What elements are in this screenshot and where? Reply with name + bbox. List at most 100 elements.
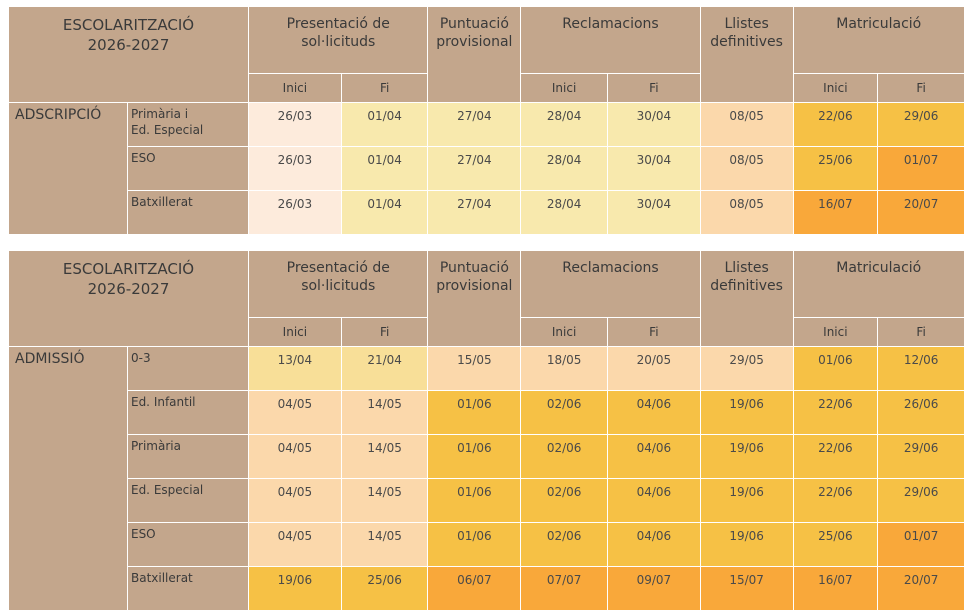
date-cell: 16/07 [792, 566, 879, 611]
level-label-line: Ed. Infantil [130, 395, 196, 409]
level-label: Batxillerat [126, 190, 250, 235]
date-cell: 01/07 [877, 146, 965, 191]
date-cell: 04/05 [248, 390, 342, 435]
date-cell: 22/06 [792, 390, 879, 435]
date-cell: 20/07 [877, 566, 965, 611]
date-cell: 04/05 [248, 434, 342, 479]
level-label-line: Ed. Especial [130, 483, 204, 497]
subheader-row: Inici Fi Inici Fi Inici Fi [9, 317, 965, 347]
matriculacio-inici-header: Inici [792, 317, 879, 347]
presentacio-inici-header: Inici [248, 73, 342, 103]
presentacio-header: Presentació de sol·licituds [247, 6, 429, 74]
level-label: Ed. Infantil [126, 390, 250, 435]
puntuacio-line-2: provisional [436, 34, 513, 50]
level-label: Primària i Ed. Especial [126, 102, 250, 147]
reclamacions-inici-header: Inici [520, 317, 608, 347]
date-cell: 27/04 [427, 146, 522, 191]
level-label-line: Primària [130, 439, 181, 453]
table-row: ESO 04/05 14/05 01/06 02/06 04/06 19/06 25/06 01… [9, 522, 965, 567]
date-cell: 08/05 [699, 102, 794, 147]
level-label: ESO [126, 146, 250, 191]
date-cell: 19/06 [699, 434, 794, 479]
date-cell: 29/06 [877, 102, 965, 147]
presentacio-header: Presentació de sol·licituds [247, 250, 429, 318]
level-label-line: Primària i [130, 107, 189, 121]
level-label: Ed. Especial [126, 478, 250, 523]
date-cell: 01/04 [340, 102, 429, 147]
date-cell: 20/05 [606, 346, 701, 391]
table-row: ESO 26/03 01/04 27/04 28/04 30/04 08/05 25/06 01… [9, 146, 965, 191]
llistes-line-1: Llistes [724, 16, 769, 32]
llistes-line-2: definitives [710, 278, 783, 294]
date-cell: 08/05 [699, 190, 794, 235]
date-cell: 13/04 [248, 346, 342, 391]
date-cell: 26/06 [877, 390, 965, 435]
matriculacio-header: Matriculació [792, 250, 966, 318]
date-cell: 01/06 [792, 346, 879, 391]
reclamacions-header: Reclamacions [520, 250, 701, 318]
date-cell: 22/06 [792, 102, 879, 147]
matriculacio-label: Matriculació [836, 16, 922, 32]
date-cell: 09/07 [606, 566, 701, 611]
date-cell: 15/07 [699, 566, 794, 611]
date-cell: 19/06 [248, 566, 342, 611]
level-label-line: ESO [130, 151, 156, 165]
puntuacio-header: Puntuació provisional [427, 6, 522, 103]
presentacio-fi-header: Fi [340, 317, 429, 347]
date-cell: 04/06 [606, 434, 701, 479]
presentacio-line-1: Presentació de [286, 16, 390, 32]
level-label-line: Batxillerat [130, 195, 193, 209]
date-cell: 28/04 [520, 102, 608, 147]
subheader-row: Inici Fi Inici Fi Inici Fi [9, 73, 965, 103]
date-cell: 01/06 [427, 522, 522, 567]
llistes-line-2: definitives [710, 34, 783, 50]
level-label: Batxillerat [126, 566, 250, 611]
date-cell: 18/05 [520, 346, 608, 391]
presentacio-fi-header: Fi [340, 73, 429, 103]
table-row: Ed. Infantil 04/05 14/05 01/06 02/06 04/06 19/… [9, 390, 965, 435]
date-cell: 12/06 [877, 346, 965, 391]
presentacio-line-2: sol·licituds [301, 34, 376, 50]
date-cell: 06/07 [427, 566, 522, 611]
table-row: ADMISSIÓ 0-3 13/04 21/04 15/05 18/05 20/05 29/0… [8, 346, 965, 611]
matriculacio-fi-header: Fi [877, 317, 965, 347]
title-header: ESCOLARITZACIÓ 2026-2027 [8, 6, 249, 103]
date-cell: 02/06 [520, 522, 608, 567]
date-cell: 25/06 [792, 522, 879, 567]
puntuacio-line-2: provisional [436, 278, 513, 294]
schedule-table-admissió: ESCOLARITZACIÓ 2026-2027 Presentació de sol… [8, 250, 966, 611]
group-label: ADMISSIÓ [8, 346, 128, 611]
date-cell: 27/04 [427, 102, 522, 147]
date-cell: 16/07 [792, 190, 879, 235]
level-label: Primària [126, 434, 250, 479]
date-cell: 27/04 [427, 190, 522, 235]
date-cell: 26/03 [248, 146, 342, 191]
date-cell: 19/06 [699, 390, 794, 435]
date-cell: 19/06 [699, 522, 794, 567]
matriculacio-inici-header: Inici [792, 73, 879, 103]
date-cell: 29/06 [877, 478, 965, 523]
date-cell: 04/05 [248, 522, 342, 567]
puntuacio-line-1: Puntuació [439, 260, 509, 276]
date-cell: 14/05 [340, 434, 429, 479]
date-cell: 14/05 [340, 522, 429, 567]
date-cell: 26/03 [248, 102, 342, 147]
table-row: Batxillerat 26/03 01/04 27/04 28/04 30/04 08/0… [9, 190, 965, 235]
presentacio-inici-header: Inici [248, 317, 342, 347]
puntuacio-header: Puntuació provisional [427, 250, 522, 347]
header-row: ESCOLARITZACIÓ 2026-2027 Presentació de sol… [8, 6, 966, 103]
date-cell: 22/06 [792, 434, 879, 479]
reclamacions-fi-header: Fi [606, 317, 701, 347]
table-row: Primària 04/05 14/05 01/06 02/06 04/06 19/06 22… [9, 434, 965, 479]
date-cell: 21/04 [340, 346, 429, 391]
reclamacions-fi-header: Fi [606, 73, 701, 103]
table-row: Batxillerat 19/06 25/06 06/07 07/07 09/07 15/0… [9, 566, 965, 611]
reclamacions-label: Reclamacions [562, 260, 659, 276]
llistes-header: Llistes definitives [699, 6, 794, 103]
level-label-line: 0-3 [130, 351, 151, 365]
presentacio-line-2: sol·licituds [301, 278, 376, 294]
reclamacions-header: Reclamacions [520, 6, 701, 74]
date-cell: 02/06 [520, 390, 608, 435]
title-line-1: ESCOLARITZACIÓ [62, 260, 195, 278]
date-cell: 28/04 [520, 146, 608, 191]
